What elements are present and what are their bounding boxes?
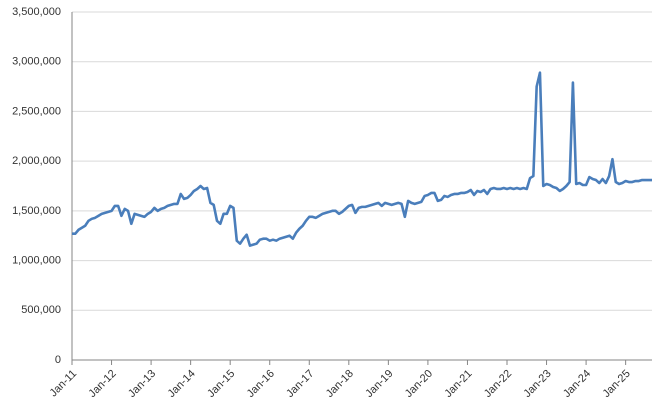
x-tick-label: Jan-16 <box>245 368 277 400</box>
y-tick-label: 2,500,000 <box>12 105 61 117</box>
x-tick-label: Jan-14 <box>166 368 198 400</box>
y-tick-label: 0 <box>55 354 61 366</box>
x-tick-label: Jan-12 <box>86 368 118 400</box>
x-tick-label: Jan-23 <box>521 368 553 400</box>
x-tick-label: Jan-17 <box>284 368 316 400</box>
y-tick-label: 3,000,000 <box>12 56 61 68</box>
y-tick-label: 1,500,000 <box>12 205 61 217</box>
x-tick-label: Jan-15 <box>205 368 237 400</box>
x-tick-label: Jan-13 <box>126 368 158 400</box>
x-tick-label: Jan-11 <box>47 368 79 400</box>
x-tick-label: Jan-19 <box>363 368 395 400</box>
y-tick-label: 1,000,000 <box>12 254 61 266</box>
x-tick-label: Jan-21 <box>442 368 474 400</box>
data-line <box>72 71 652 247</box>
y-tick-label: 3,500,000 <box>12 6 61 18</box>
x-tick-label: Jan-25 <box>601 368 633 400</box>
y-tick-label: 2,000,000 <box>12 155 61 167</box>
y-tick-label: 500,000 <box>21 304 61 316</box>
x-tick-label: Jan-24 <box>561 368 593 400</box>
x-tick-label: Jan-20 <box>403 368 435 400</box>
x-tick-label: Jan-22 <box>482 368 514 400</box>
x-tick-label: Jan-18 <box>324 368 356 400</box>
